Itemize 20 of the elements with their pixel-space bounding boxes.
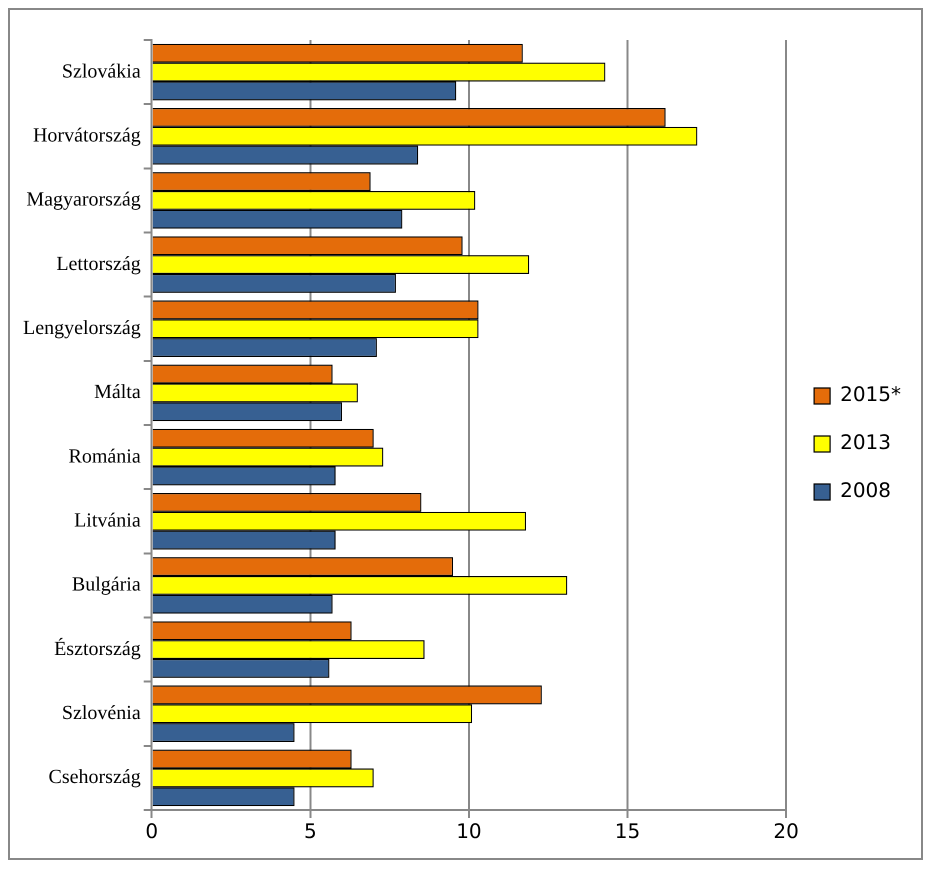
y-tick-label: Szlovénia (62, 702, 141, 724)
x-tick-label: 15 (614, 819, 640, 844)
legend-label: 2013 (840, 430, 892, 454)
x-tick-label: 0 (145, 819, 158, 844)
y-tick-label: Lengyelország (22, 317, 141, 339)
y-tick-label: Magyarország (26, 188, 141, 211)
y-tick-label: Litvánia (74, 510, 141, 532)
legend-label: 2008 (840, 478, 892, 502)
x-tick-label: 5 (304, 819, 317, 844)
y-tick-label: Bulgária (72, 574, 141, 596)
y-tick-label: Szlovákia (62, 60, 141, 82)
y-tick-label: Horvátország (32, 124, 141, 146)
y-tick-label: Románia (68, 445, 141, 468)
y-tick-label: Lettország (56, 252, 141, 275)
x-tick-label: 10 (456, 819, 482, 844)
x-tick-label: 20 (773, 819, 799, 844)
y-tick-label: Málta (94, 381, 141, 404)
y-tick-label: Csehország (48, 766, 141, 788)
legend-label: 2015* (840, 382, 902, 406)
y-tick-label: Észtország (54, 636, 141, 660)
